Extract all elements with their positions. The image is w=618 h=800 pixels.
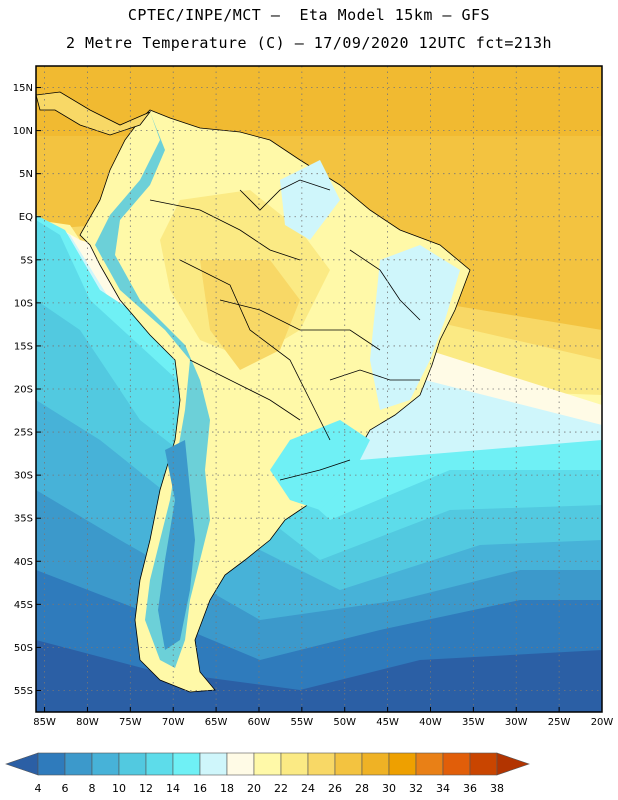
longitude-label: 40W [419,717,442,728]
map-title-line2: 2 Metre Temperature (C) – 17/09/2020 12U… [65,34,553,52]
latitude-label: 5N [19,169,33,180]
graticule [36,66,602,712]
longitude-label: 50W [333,717,356,728]
colorbar-level-label: 38 [490,782,504,795]
colorbar-swatch [253,752,282,776]
colorbar-swatch [307,752,336,776]
longitude-label: 75W [119,717,142,728]
colorbar-swatch [415,752,444,776]
latitude-label: 15N [13,83,33,94]
longitude-label: 80W [76,717,99,728]
longitude-label: 65W [205,717,228,728]
latitude-label: 40S [14,557,33,568]
south-brazil-cool-zone [270,420,370,510]
longitude-label: 25W [548,717,571,728]
country-borders [149,179,421,481]
colorbar-level-label: 32 [409,782,423,795]
border-line [279,459,351,481]
latitude-label: 10S [14,298,33,309]
colorbar-level-label: 28 [355,782,369,795]
longitude-axis: 85W 80W 75W 70W 65W 60W 55W 50W 45W 40W 35W 30W 25W 2… [33,707,613,728]
colorbar-swatch [361,752,390,776]
colorbar-level-label: 10 [112,782,126,795]
colorbar-swatch [118,752,147,776]
colorbar-swatch [388,752,417,776]
east-coast-cool-zone [370,245,460,410]
colorbar-high-arrow [496,752,530,776]
longitude-label: 20W [591,717,614,728]
colorbar-swatch [442,752,471,776]
longitude-label: 85W [33,717,56,728]
colorbar-level-label: 8 [89,782,96,795]
latitude-label: 30S [14,471,33,482]
colorbar-level-label: 24 [301,782,315,795]
guiana-cool-zone [280,160,340,240]
longitude-label: 35W [462,717,485,728]
central-hot-zone [200,260,300,370]
longitude-label: 55W [291,717,314,728]
colorbar-swatch [145,752,174,776]
colorbar-swatch [91,752,120,776]
border-line [239,179,331,211]
colorbar-level-label: 6 [62,782,69,795]
latitude-label: 10N [13,126,33,137]
colorbar-swatch [199,752,228,776]
latitude-label: 25S [14,428,33,439]
map-area [36,66,602,712]
colorbar-level-label: 26 [328,782,342,795]
colorbar-level-label: 12 [139,782,153,795]
border-line [219,299,381,351]
colorbar-swatch [37,752,66,776]
latitude-label: 15S [14,341,33,352]
latitude-label: 5S [20,255,33,266]
border-line [349,249,421,321]
patagonia-cold [158,440,195,650]
border-line [149,199,301,261]
band-4 [36,640,602,712]
longitude-label: 70W [162,717,185,728]
latitude-label: 55S [14,686,33,697]
colorbar-swatch [64,752,93,776]
latitude-label: 20S [14,385,33,396]
border-line [189,359,301,421]
colorbar-level-label: 20 [247,782,261,795]
colorbar-low-arrow [5,752,39,776]
longitude-label: 45W [376,717,399,728]
colorbar: 4 6 8 10 12 14 16 18 20 22 24 26 28 30 32 34 36 38 [5,752,530,795]
colorbar-swatch [469,752,498,776]
longitude-label: 30W [505,717,528,728]
colorbar-level-label: 18 [220,782,234,795]
colorbar-level-label: 34 [436,782,450,795]
colorbar-swatch [226,752,255,776]
colorbar-swatch [172,752,201,776]
colorbar-swatch [334,752,363,776]
longitude-label: 60W [248,717,271,728]
latitude-label: 50S [14,643,33,654]
border-line [179,259,331,441]
latitude-label: 45S [14,600,33,611]
latitude-axis: 15N 10N 5N EQ 5S 10S 15S 20S 25S 30S 35S 40S 45S 50S 5… [13,83,41,697]
central-america-land [36,91,152,136]
colorbar-level-label: 36 [463,782,477,795]
latitude-label: 35S [14,514,33,525]
latitude-label: EQ [19,212,33,223]
map-title-line1: CPTEC/INPE/MCT – Eta Model 15km – GFS [127,6,491,24]
colorbar-level-label: 22 [274,782,288,795]
colorbar-level-label: 14 [166,782,180,795]
colorbar-swatch [280,752,309,776]
colorbar-level-label: 30 [382,782,396,795]
colorbar-level-label: 16 [193,782,207,795]
colorbar-level-label: 4 [35,782,42,795]
